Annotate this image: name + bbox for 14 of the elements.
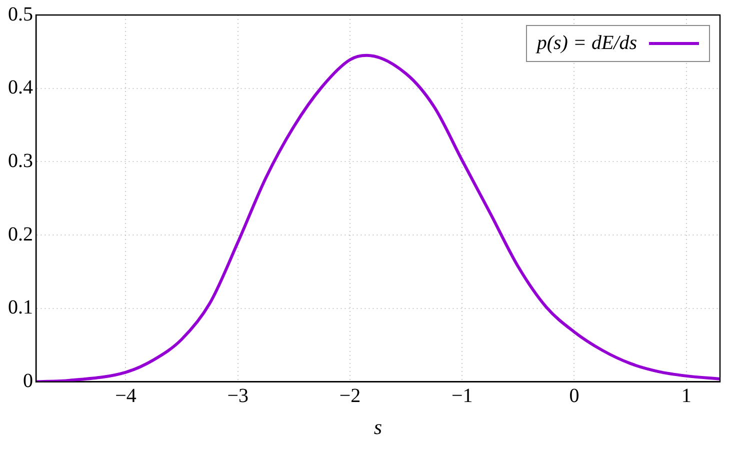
y-tick-label: 0.1 <box>8 296 33 319</box>
x-tick-label: −2 <box>339 385 361 408</box>
x-tick-label: −1 <box>451 385 473 408</box>
y-tick-label: 0.4 <box>8 76 33 99</box>
x-tick-label: −3 <box>227 385 248 408</box>
x-axis-title: s <box>374 414 382 439</box>
y-tick-label: 0 <box>23 370 33 392</box>
y-tick-label: 0.2 <box>8 223 33 246</box>
legend-label: p(s) = dE/ds <box>536 32 637 55</box>
y-tick-label: 0.3 <box>8 150 33 172</box>
x-tick-label: 1 <box>681 385 692 408</box>
x-tick-label: −4 <box>115 385 136 408</box>
x-tick-label: 0 <box>569 385 580 408</box>
y-tick-label: 0.5 <box>8 3 33 26</box>
